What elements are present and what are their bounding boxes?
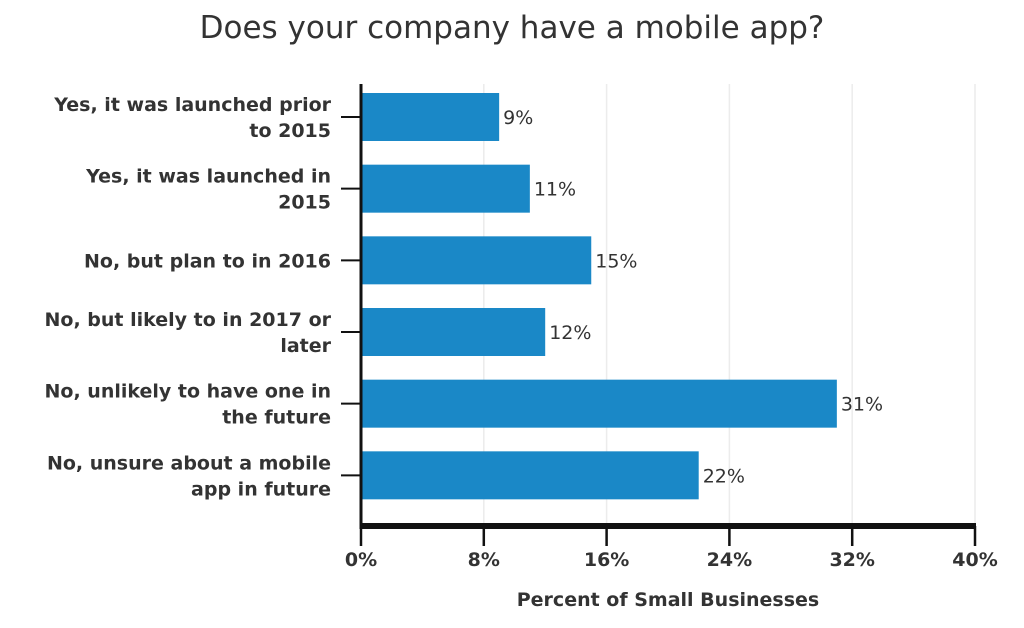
- x-tick-label: 40%: [952, 549, 997, 571]
- category-label: No, but likely to in 2017 or: [45, 309, 332, 331]
- category-label: 2015: [278, 192, 331, 214]
- category-label: later: [280, 335, 331, 357]
- category-label: to 2015: [249, 120, 331, 142]
- data-label: 11%: [534, 179, 576, 201]
- x-tick-label: 24%: [707, 549, 752, 571]
- x-tick-label: 16%: [584, 549, 629, 571]
- category-label: No, unsure about a mobile: [47, 452, 331, 474]
- bar: [361, 379, 837, 428]
- category-label: Yes, it was launched in: [85, 166, 331, 188]
- bar: [361, 451, 699, 500]
- category-label: No, but plan to in 2016: [84, 250, 331, 272]
- x-tick-label: 32%: [829, 549, 874, 571]
- category-label: the future: [222, 407, 331, 429]
- category-label: app in future: [191, 478, 331, 500]
- data-label: 22%: [703, 465, 745, 487]
- bar: [361, 164, 530, 213]
- data-label: 31%: [841, 394, 883, 416]
- data-label: 12%: [549, 322, 591, 344]
- x-tick-label: 0%: [345, 549, 377, 571]
- bar: [361, 93, 500, 141]
- x-axis-label: Percent of Small Businesses: [517, 589, 820, 611]
- x-tick-label: 8%: [468, 549, 500, 571]
- category-label: Yes, it was launched prior: [53, 94, 331, 116]
- data-label: 15%: [595, 250, 637, 272]
- data-label: 9%: [503, 107, 533, 129]
- category-label: No, unlikely to have one in: [45, 381, 332, 403]
- bar: [361, 236, 592, 285]
- chart-title: Does your company have a mobile app?: [200, 10, 825, 46]
- bar: [361, 308, 546, 356]
